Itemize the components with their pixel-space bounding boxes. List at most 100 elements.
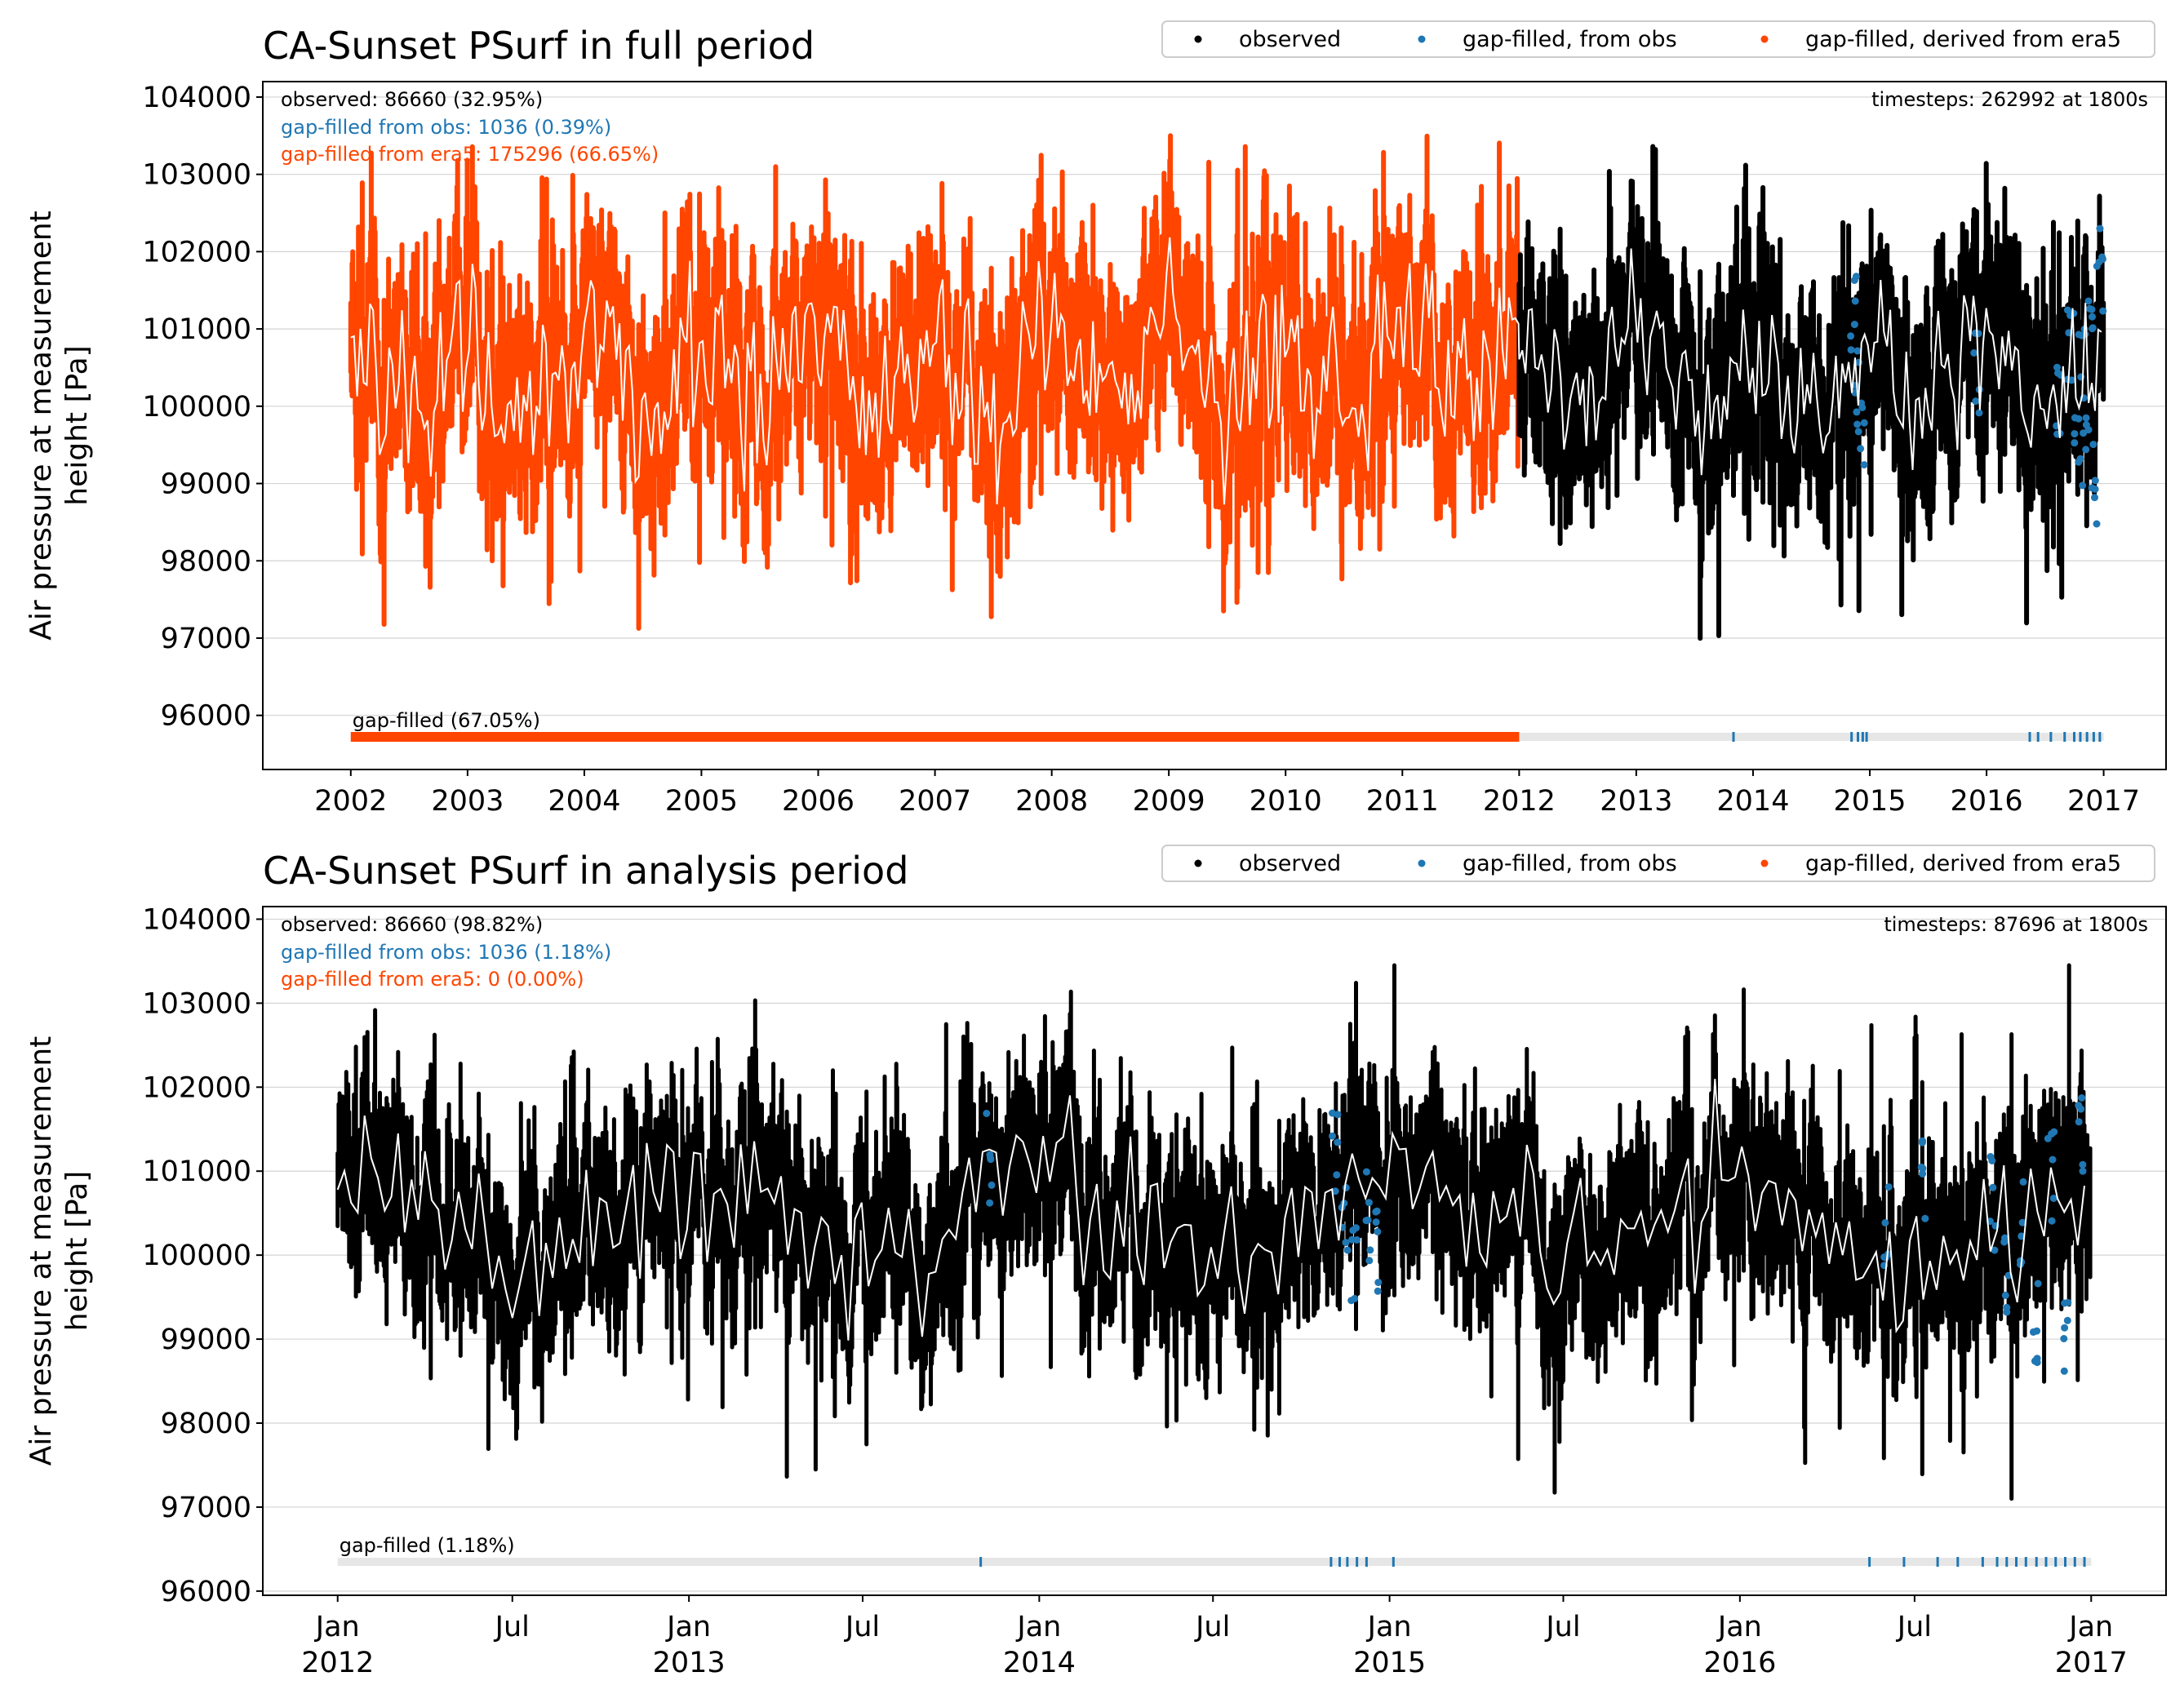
point-gap-filled-obs bbox=[1989, 1183, 1997, 1191]
y-tick-label: 97000 bbox=[161, 1492, 251, 1524]
y-tick-label: 99000 bbox=[161, 468, 251, 501]
point-gap-filled-obs bbox=[2063, 306, 2071, 314]
x-tick-label: 2010 bbox=[1250, 785, 1322, 818]
gap-bar-era5 bbox=[350, 732, 1520, 742]
gap-bar-obs-tick bbox=[1865, 732, 1868, 742]
stat-observed: observed: 86660 (98.82%) bbox=[281, 913, 543, 936]
y-axis-label: Air pressure at measurementheight [Pa] bbox=[24, 211, 94, 641]
point-gap-filled-obs bbox=[2084, 297, 2093, 305]
point-gap-filled-obs bbox=[1343, 1246, 1352, 1254]
plot-area bbox=[348, 133, 2107, 641]
x-tick-label: 2011 bbox=[1366, 785, 1439, 818]
gap-bar-obs-tick bbox=[1857, 732, 1860, 742]
point-gap-filled-obs bbox=[2099, 307, 2107, 315]
gap-bar-obs-tick bbox=[2049, 732, 2053, 742]
gap-bar-background bbox=[337, 1558, 2092, 1566]
gap-bar-obs-tick bbox=[2092, 732, 2095, 742]
x-tick-label: 2015 bbox=[1833, 785, 1906, 818]
point-gap-filled-obs bbox=[1884, 1183, 1893, 1191]
gap-bar-obs-tick bbox=[1338, 1557, 1341, 1567]
x-tick-label: Jan 2017 bbox=[2055, 1611, 2128, 1679]
legend-entry: gap-filled, from obs bbox=[1463, 27, 1677, 52]
y-tick-label: 100000 bbox=[142, 391, 251, 424]
gap-bar-obs-tick bbox=[2044, 1557, 2048, 1567]
point-gap-filled-obs bbox=[2080, 429, 2088, 437]
y-tick-label: 102000 bbox=[142, 236, 251, 268]
gap-bar-obs-tick bbox=[2063, 732, 2066, 742]
point-gap-filled-obs bbox=[1331, 1187, 1339, 1195]
y-tick-label: 96000 bbox=[161, 1576, 251, 1608]
point-gap-filled-obs bbox=[2049, 1155, 2057, 1164]
x-tick-label: Jan 2013 bbox=[653, 1611, 726, 1679]
y-tick-label: 97000 bbox=[161, 623, 251, 655]
legend-marker bbox=[1760, 859, 1769, 867]
point-gap-filled-obs bbox=[1988, 1157, 1996, 1164]
gap-bar-obs-tick bbox=[1995, 1557, 1999, 1567]
y-tick-label: 104000 bbox=[142, 903, 251, 936]
point-gap-filled-obs bbox=[1970, 349, 1978, 357]
point-gap-filled-obs bbox=[2075, 1102, 2083, 1110]
x-tick-label: Jul bbox=[1544, 1611, 1580, 1643]
x-tick-label: 2014 bbox=[1716, 785, 1789, 818]
gap-bar-obs-tick bbox=[1346, 1557, 1349, 1567]
gap-bar-obs-tick bbox=[1356, 1557, 1359, 1567]
point-gap-filled-obs bbox=[1365, 1257, 1374, 1265]
point-gap-filled-obs bbox=[2000, 1238, 2009, 1246]
y-tick-label: 98000 bbox=[161, 1408, 251, 1440]
point-gap-filled-obs bbox=[1366, 1246, 1374, 1254]
x-tick-label: Jan 2014 bbox=[1003, 1611, 1076, 1679]
point-gap-filled-obs bbox=[2061, 1324, 2069, 1332]
stat-gap-filled-era5: gap-filled from era5: 175296 (66.65%) bbox=[281, 143, 659, 166]
x-tick-label: 2017 bbox=[2067, 785, 2140, 818]
gap-bar-obs-tick bbox=[2072, 732, 2075, 742]
point-gap-filled-obs bbox=[2096, 224, 2104, 233]
point-gap-filled-obs bbox=[2091, 477, 2099, 485]
point-gap-filled-obs bbox=[1362, 1217, 1370, 1225]
legend-entry: observed bbox=[1239, 27, 1341, 52]
series-gap-filled-era5 bbox=[348, 133, 1521, 631]
plot-area bbox=[335, 963, 2093, 1501]
gap-bar-obs-tick bbox=[2079, 732, 2082, 742]
point-gap-filled-obs bbox=[1860, 461, 1868, 469]
point-gap-filled-obs bbox=[2071, 439, 2079, 447]
point-gap-filled-obs bbox=[2078, 1094, 2086, 1102]
gap-bar-obs-tick bbox=[1868, 1557, 1871, 1567]
point-gap-filled-obs bbox=[1351, 1294, 1359, 1302]
point-gap-filled-obs bbox=[2084, 426, 2093, 434]
gap-bar-obs-tick bbox=[2028, 732, 2031, 742]
point-gap-filled-obs bbox=[1881, 1219, 1889, 1226]
series-observed bbox=[335, 963, 2093, 1501]
point-gap-filled-obs bbox=[2071, 430, 2079, 438]
point-gap-filled-obs bbox=[2019, 1177, 2027, 1186]
y-tick-label: 102000 bbox=[142, 1071, 251, 1104]
point-gap-filled-obs bbox=[1374, 1227, 1382, 1235]
point-gap-filled-obs bbox=[2079, 481, 2087, 490]
y-tick-label: 101000 bbox=[142, 313, 251, 346]
stat-observed: observed: 86660 (32.95%) bbox=[281, 88, 543, 111]
gap-bar-obs-tick bbox=[1936, 1557, 1939, 1567]
gap-bar-obs-tick bbox=[2073, 1557, 2076, 1567]
point-gap-filled-obs bbox=[2049, 1195, 2057, 1202]
point-gap-filled-obs bbox=[1857, 445, 1865, 453]
legend-entry: gap-filled, derived from era5 bbox=[1805, 27, 2121, 52]
y-tick-label: 103000 bbox=[142, 987, 251, 1020]
panel-full-period: gap-filled (67.05%) 96000 97000 98000 99000 1… bbox=[24, 20, 2167, 818]
point-gap-filled-obs bbox=[2044, 1134, 2052, 1142]
gap-bar-obs-tick bbox=[1902, 1557, 1906, 1567]
x-tick-label: 2002 bbox=[314, 785, 387, 818]
x-tick-label: Jul bbox=[844, 1611, 880, 1643]
gap-bar-obs-tick bbox=[2083, 1557, 2086, 1567]
point-gap-filled-obs bbox=[1372, 1208, 1380, 1216]
point-gap-filled-obs bbox=[1919, 1170, 1927, 1177]
x-tick-label: Jul bbox=[1194, 1611, 1230, 1643]
y-tick-label: 98000 bbox=[161, 545, 251, 578]
legend-box bbox=[1161, 20, 2155, 58]
point-gap-filled-obs bbox=[2034, 1279, 2042, 1288]
point-gap-filled-obs bbox=[2089, 313, 2096, 321]
point-gap-filled-obs bbox=[2079, 1167, 2087, 1175]
y-tick-label: 101000 bbox=[142, 1155, 251, 1188]
point-gap-filled-obs bbox=[2001, 1291, 2009, 1299]
stat-timesteps: timesteps: 262992 at 1800s bbox=[1871, 88, 2148, 111]
point-gap-filled-obs bbox=[983, 1110, 991, 1117]
point-gap-filled-obs bbox=[1334, 1138, 1342, 1146]
